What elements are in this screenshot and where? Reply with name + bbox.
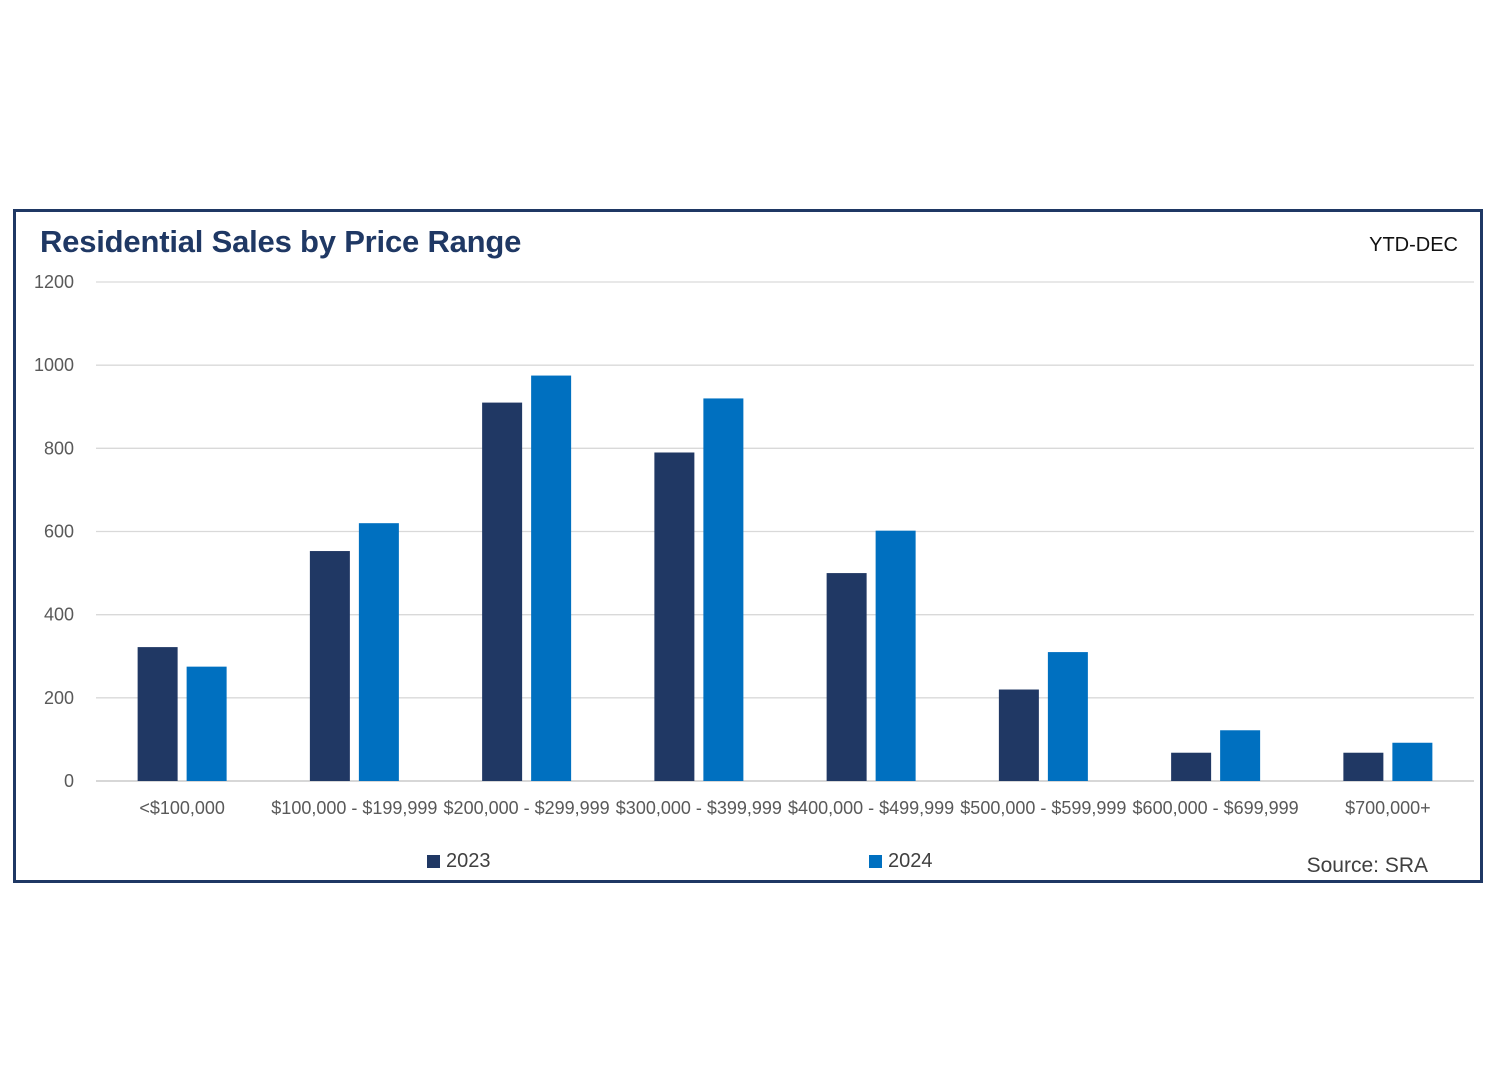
chart-title: Residential Sales by Price Range <box>40 224 522 259</box>
legend-label-2023: 2023 <box>446 850 491 872</box>
bar-2023-3 <box>654 452 695 781</box>
bar-2024-1 <box>358 523 399 781</box>
legend-swatch-2023 <box>427 855 440 868</box>
legend-label-2024: 2024 <box>888 850 933 872</box>
bar-2023-0 <box>137 647 178 781</box>
x-tick-label-2: $200,000 - $299,999 <box>444 798 610 818</box>
bar-2023-7 <box>1343 752 1384 781</box>
x-tick-label-3: $300,000 - $399,999 <box>616 798 782 818</box>
y-tick-label-600: 600 <box>44 522 74 542</box>
bar-2024-2 <box>531 375 572 781</box>
bar-2024-6 <box>1220 730 1261 781</box>
chart-source: Source: SRA <box>1306 854 1428 877</box>
bar-2024-0 <box>186 666 227 781</box>
x-tick-label-5: $500,000 - $599,999 <box>960 798 1126 818</box>
y-tick-label-1000: 1000 <box>34 355 74 375</box>
bar-chart: 0 200 400 600 800 1000 1200 <$100,000 $100,000 -… <box>34 272 1474 818</box>
x-tick-label-6: $600,000 - $699,999 <box>1133 798 1299 818</box>
bar-2023-1 <box>309 551 350 781</box>
x-tick-label-4: $400,000 - $499,999 <box>788 798 954 818</box>
bar-2024-3 <box>703 398 744 781</box>
chart-frame: Residential Sales by Price Range YTD-DEC… <box>13 209 1483 883</box>
y-tick-label-200: 200 <box>44 688 74 708</box>
bar-2023-4 <box>826 573 867 781</box>
y-tick-label-800: 800 <box>44 438 74 458</box>
x-tick-label-7: $700,000+ <box>1345 798 1431 818</box>
y-tick-label-400: 400 <box>44 605 74 625</box>
bar-2023-6 <box>1171 752 1212 781</box>
bar-2023-2 <box>482 402 523 781</box>
bar-2023-5 <box>998 689 1039 781</box>
x-tick-label-0: <$100,000 <box>139 798 225 818</box>
y-tick-label-1200: 1200 <box>34 272 74 292</box>
legend-swatch-2024 <box>869 855 882 868</box>
bar-2024-4 <box>875 530 916 781</box>
bar-2024-7 <box>1392 742 1433 781</box>
x-tick-label-1: $100,000 - $199,999 <box>271 798 437 818</box>
bar-2024-5 <box>1047 652 1088 781</box>
y-tick-label-0: 0 <box>64 771 74 791</box>
legend-item-2023: 2023 <box>427 850 491 873</box>
chart-subtitle: YTD-DEC <box>1369 234 1458 256</box>
legend-item-2024: 2024 <box>869 850 933 873</box>
